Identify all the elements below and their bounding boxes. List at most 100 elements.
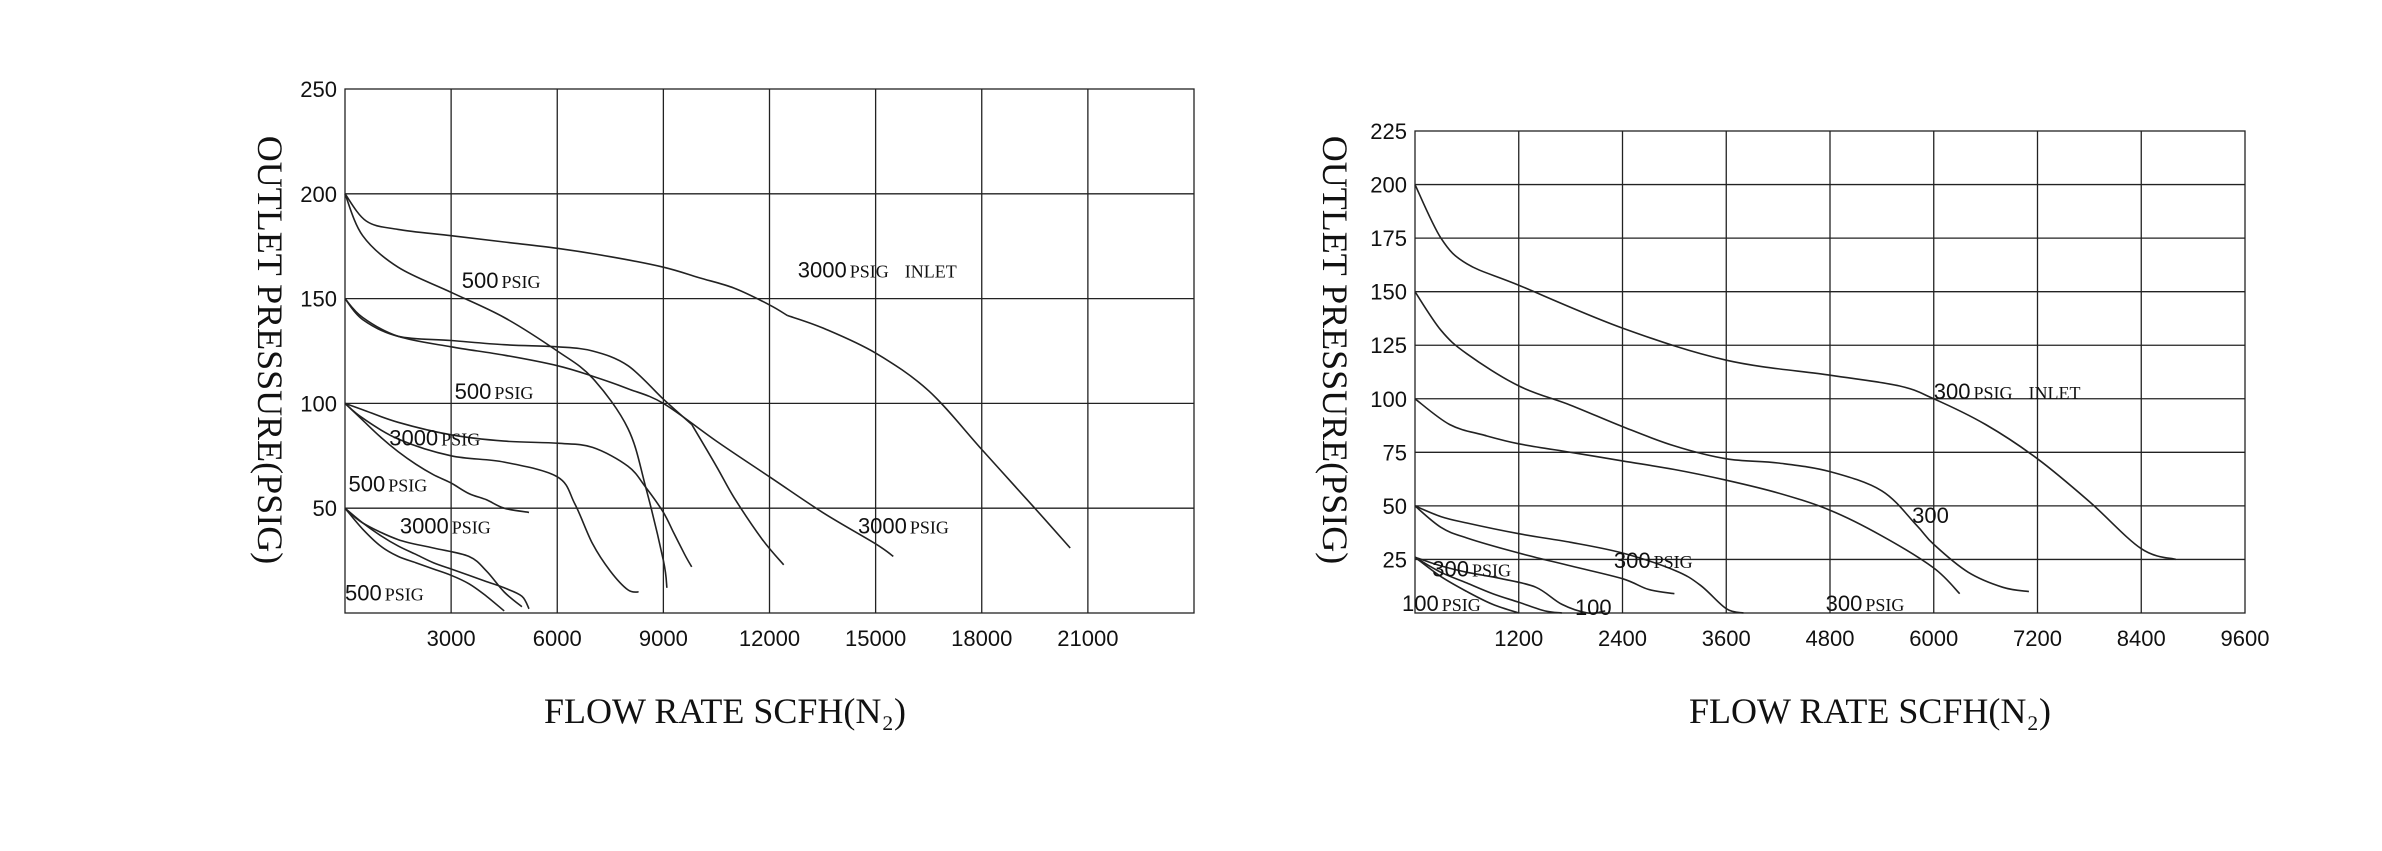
series-line-7 — [1414, 556, 1563, 614]
annotation-unit: PSIG — [910, 517, 949, 537]
series-line-6 — [1414, 556, 1606, 615]
annotation-extra: INLET — [905, 262, 957, 282]
annotation-value: 500 — [349, 471, 386, 496]
series-line-3 — [786, 314, 1071, 549]
annotation-unit: PSIG — [452, 517, 491, 537]
series-line-5 — [691, 423, 785, 566]
y-tick-label: 150 — [300, 287, 337, 312]
annotation-unit: PSIG — [385, 584, 424, 604]
y-tick-label: 50 — [1383, 494, 1407, 519]
y-tick-label: 50 — [313, 496, 337, 521]
series-line-8 — [1414, 556, 1520, 614]
series-line-12 — [344, 507, 505, 612]
chart-1: 3000 6000 9000 12000 15000 18000 21000 250 200 15… — [250, 77, 1195, 731]
curve-annotation: 300 PSIG INLET — [1934, 379, 2081, 404]
annotation-unit: PSIG — [1472, 561, 1511, 581]
curve-annotation: 500 PSIG — [349, 471, 428, 496]
series-line-8 — [344, 402, 639, 593]
curve-annotation: 3000 PSIG — [389, 425, 480, 450]
curve-annotation: 300 PSIG — [1432, 557, 1511, 582]
annotation-unit: PSIG — [1973, 383, 2012, 403]
series-line-5 — [1414, 505, 1675, 595]
series-line-4 — [344, 298, 693, 425]
annotation-value: 300 — [1934, 379, 1971, 404]
y-tick-label: 100 — [1370, 387, 1407, 412]
curve-annotation: 100 PSIG — [1402, 591, 1481, 616]
y-tick-label: 150 — [1370, 280, 1407, 305]
annotation-unit: PSIG — [388, 475, 427, 495]
x-tick-label: 3000 — [427, 626, 476, 651]
x-tick-label: 4800 — [1806, 626, 1855, 651]
y-axis-title: OUTLET PRESSURE(PSIG) — [1315, 136, 1355, 564]
x-axis-title: FLOW RATE SCFH(N₂) — [544, 691, 906, 731]
annotation-unit: PSIG — [1442, 595, 1481, 615]
series-line-1 — [344, 193, 668, 588]
series-line-2 — [344, 193, 788, 317]
series-line-11 — [344, 507, 530, 610]
series-line-2 — [1414, 291, 2030, 593]
curve-annotation: 300 PSIG — [1614, 548, 1693, 573]
annotation-unit: PSIG — [1865, 595, 1904, 615]
series-line-1 — [1414, 184, 2177, 561]
curve-annotation: 300 PSIG — [1826, 591, 1905, 616]
annotation-unit: PSIG — [501, 272, 540, 292]
series-line-6 — [344, 298, 894, 558]
y-tick-label: 225 — [1370, 119, 1407, 144]
x-tick-label: 12000 — [739, 626, 800, 651]
y-tick-label: 100 — [300, 391, 337, 416]
x-tick-label: 15000 — [845, 626, 906, 651]
x-tick-label: 18000 — [951, 626, 1012, 651]
x-tick-label: 9000 — [639, 626, 688, 651]
annotation-value: 500 — [462, 268, 499, 293]
annotation-value: 3000 — [858, 513, 907, 538]
x-tick-label: 8400 — [2117, 626, 2166, 651]
x-axis-title: FLOW RATE SCFH(N₂) — [1689, 691, 2051, 731]
annotation-value: 300 — [1432, 557, 1469, 582]
curve-annotation: 3000 PSIG INLET — [798, 258, 957, 283]
curve-annotation: 3000 PSIG — [858, 513, 949, 538]
annotation-value: 500 — [455, 379, 492, 404]
y-tick-label: 125 — [1370, 333, 1407, 358]
annotation-unit: PSIG — [441, 429, 480, 449]
annotation-value: 3000 — [798, 258, 847, 283]
chart-2: 1200 2400 3600 4800 6000 7200 8400 9600 225 200 17… — [1315, 119, 2269, 731]
curve-annotation: 500 PSIG — [455, 379, 534, 404]
y-tick-label: 200 — [1370, 173, 1407, 198]
annotation-value: 3000 — [400, 513, 449, 538]
series-line-9 — [344, 402, 530, 514]
annotation-value: 300 — [1826, 591, 1863, 616]
annotation-value: 100 — [1575, 595, 1612, 620]
x-tick-label: 21000 — [1057, 626, 1118, 651]
annotation-unit: PSIG — [850, 262, 889, 282]
x-tick-label: 3600 — [1702, 626, 1751, 651]
y-tick-label: 200 — [300, 182, 337, 207]
curve-annotation: 100 — [1575, 595, 1612, 620]
curve-annotation: 500 PSIG — [462, 268, 541, 293]
annotation-unit: PSIG — [1654, 552, 1693, 572]
curve-annotation: 500 PSIG — [345, 580, 424, 605]
y-tick-label: 175 — [1370, 226, 1407, 251]
annotation-value: 300 — [1912, 503, 1949, 528]
series-line-7 — [344, 402, 693, 568]
x-tick-label: 7200 — [2013, 626, 2062, 651]
curve-annotation: 3000 PSIG — [400, 513, 491, 538]
annotation-value: 3000 — [389, 425, 438, 450]
annotation-value: 100 — [1402, 591, 1439, 616]
annotation-value: 300 — [1614, 548, 1651, 573]
x-tick-label: 1200 — [1494, 626, 1543, 651]
annotation-unit: PSIG — [494, 383, 533, 403]
annotation-extra: INLET — [2028, 383, 2080, 403]
y-tick-label: 250 — [300, 77, 337, 102]
annotation-value: 500 — [345, 580, 382, 605]
y-tick-label: 25 — [1383, 547, 1407, 572]
y-tick-label: 75 — [1383, 440, 1407, 465]
series-line-3 — [1414, 398, 1961, 595]
curve-annotation: 300 — [1912, 503, 1949, 528]
x-tick-label: 2400 — [1598, 626, 1647, 651]
series-line-4 — [1414, 505, 1744, 614]
x-tick-label: 6000 — [1909, 626, 1958, 651]
y-axis-title: OUTLET PRESSURE(PSIG) — [250, 136, 290, 564]
x-tick-label: 9600 — [2221, 626, 2270, 651]
